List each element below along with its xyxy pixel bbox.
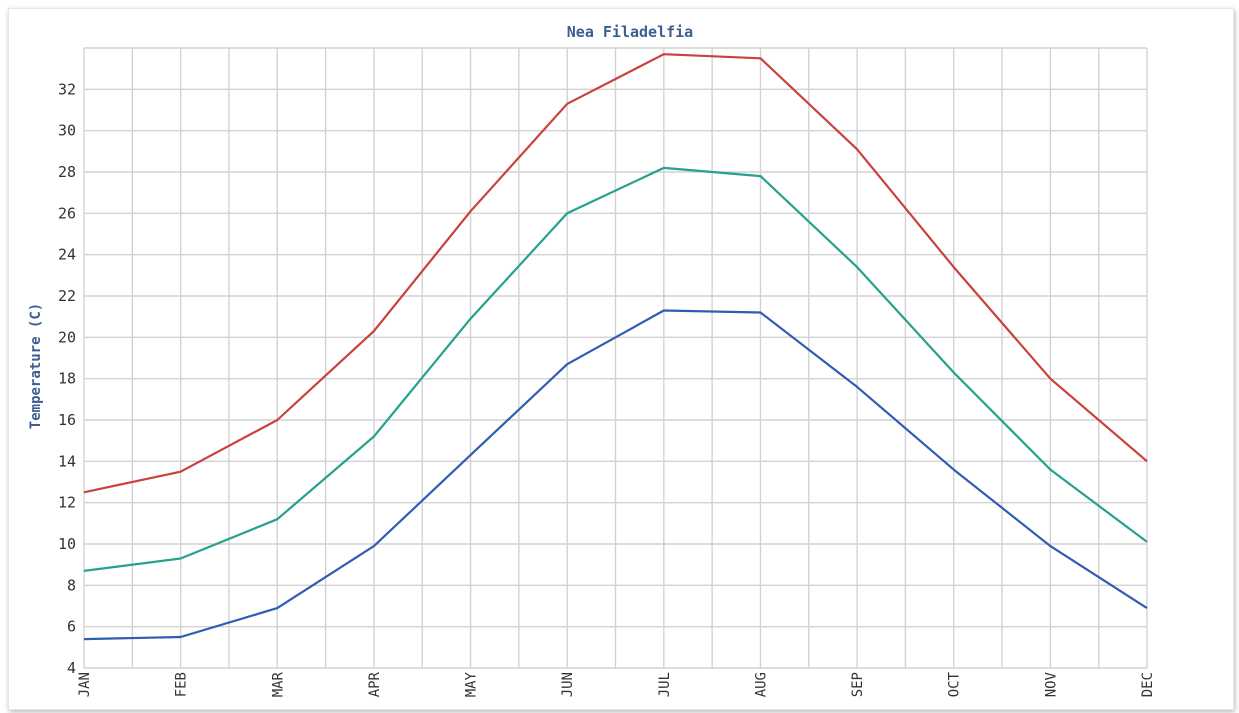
y-tick-label: 26	[58, 204, 76, 222]
x-tick-label: DEC	[1140, 672, 1156, 697]
y-tick-label: 22	[58, 287, 76, 305]
series-lines	[83, 53, 1148, 641]
y-tick-label: 32	[58, 80, 76, 98]
y-tick-label: 12	[58, 494, 76, 512]
y-axis-ticks: 4 6 8 10 12 14 16 18 20 22 24 26 28 30 32	[58, 80, 76, 677]
x-tick-label: APR	[367, 671, 383, 697]
chart-title: Nea Filadelfia	[567, 23, 693, 41]
chart-frame	[8, 8, 1234, 710]
y-tick-label: 14	[58, 452, 76, 470]
x-tick-label: MAY	[464, 671, 480, 697]
x-tick-label: SEP	[850, 672, 866, 697]
x-tick-label: JAN	[77, 672, 93, 697]
y-tick-label: 30	[58, 122, 76, 140]
y-tick-label: 16	[58, 411, 76, 429]
series-line-2	[83, 166, 1148, 572]
y-tick-label: 28	[58, 163, 76, 181]
series-line-3	[83, 309, 1148, 641]
x-tick-label: OCT	[947, 671, 963, 697]
x-tick-label: FEB	[174, 672, 190, 697]
grid	[83, 47, 1148, 669]
y-tick-label: 20	[58, 328, 76, 346]
x-tick-label: JUL	[657, 672, 673, 697]
x-tick-label: NOV	[1043, 671, 1059, 697]
x-tick-label: MAR	[270, 671, 286, 697]
x-tick-label: JUN	[560, 672, 576, 697]
y-tick-label: 10	[58, 535, 76, 553]
y-tick-label: 8	[67, 576, 76, 594]
y-tick-label: 6	[67, 618, 76, 636]
y-tick-label: 18	[58, 370, 76, 388]
y-tick-label: 24	[58, 246, 76, 264]
x-axis-ticks: JAN FEB MAR APR MAY JUN JUL AUG SEP OCT NOV DEC	[77, 671, 1156, 697]
y-axis-label: Temperature (C)	[28, 303, 44, 429]
x-tick-label: AUG	[753, 672, 769, 697]
y-tick-label: 4	[67, 659, 76, 677]
series-line-1	[83, 53, 1148, 494]
